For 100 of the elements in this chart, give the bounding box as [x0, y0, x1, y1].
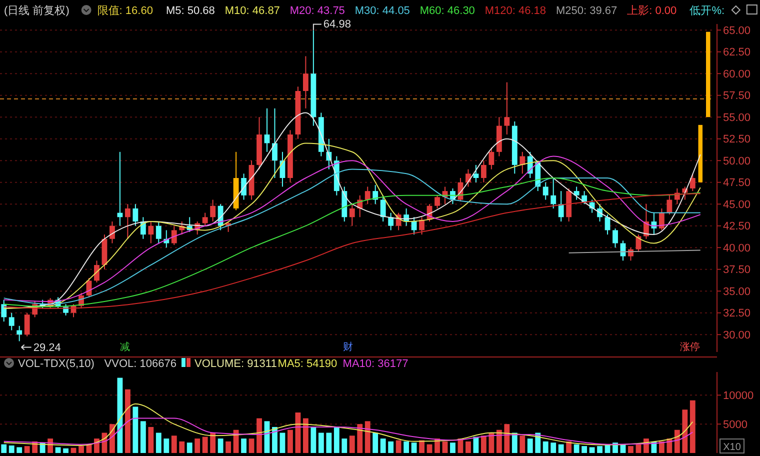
y-tick-label: 40.00 — [723, 242, 751, 254]
annotation: 减 — [120, 341, 130, 353]
bar — [302, 418, 308, 453]
bar — [117, 378, 123, 453]
y-tick-label: 35.00 — [723, 286, 751, 298]
chart-title: VOL-TDX(5,10) — [18, 358, 94, 370]
candlestick — [520, 151, 526, 174]
text: MA5: 54190 — [278, 358, 338, 370]
bar — [426, 444, 432, 453]
bar — [272, 426, 278, 453]
candlestick — [124, 204, 130, 240]
y-tick-label: 42.50 — [723, 220, 751, 233]
bar — [194, 438, 200, 453]
annotation: 29.24 — [33, 342, 61, 354]
y-tick-label: 55.00 — [723, 112, 751, 124]
y-tick-label: 5000 — [723, 418, 748, 431]
text: 限值: 16.60 — [97, 5, 153, 17]
bar — [411, 442, 417, 453]
bar — [589, 447, 595, 453]
bar — [496, 430, 502, 453]
y-tick-label: 50.00 — [723, 155, 751, 168]
bar — [636, 444, 642, 453]
candlestick — [473, 164, 479, 183]
bar — [628, 446, 634, 453]
text: MA10: 36177 — [342, 358, 408, 370]
candlestick — [24, 312, 30, 337]
bar — [357, 424, 363, 453]
bar — [310, 426, 316, 453]
bar — [318, 432, 324, 453]
candlestick — [148, 220, 154, 244]
bar — [179, 441, 185, 453]
bar — [558, 444, 564, 453]
bar — [233, 430, 239, 453]
text: M60: 46.30 — [420, 5, 475, 17]
bar — [404, 441, 410, 453]
chart-title: (日线 前复权) — [4, 4, 70, 17]
y-tick-label: 60.00 — [723, 68, 751, 80]
bar — [349, 436, 355, 453]
bar — [674, 430, 680, 453]
line-series — [3, 403, 694, 446]
candlestick — [171, 225, 177, 246]
candlestick — [8, 312, 14, 331]
bar — [124, 389, 130, 453]
candlestick — [504, 82, 510, 135]
bar — [164, 438, 170, 453]
y-tick-label: 45.00 — [723, 198, 751, 211]
candlestick — [411, 216, 417, 236]
candlestick — [658, 208, 664, 231]
bar — [1, 444, 7, 453]
bar — [148, 426, 154, 453]
text: M30: 44.05 — [354, 5, 410, 17]
candlestick — [612, 228, 618, 248]
bar — [210, 432, 216, 453]
candlestick — [16, 325, 22, 342]
bar — [574, 444, 580, 453]
candlestick — [434, 194, 440, 209]
y-tick-label: 52.50 — [723, 134, 751, 146]
bar — [658, 441, 664, 453]
text: M120: 46.18 — [484, 5, 546, 17]
bar — [388, 441, 394, 453]
candlestick — [349, 204, 355, 226]
bar — [156, 432, 162, 453]
bar — [202, 436, 208, 453]
bar — [682, 410, 688, 453]
bar — [527, 438, 533, 453]
bar — [226, 441, 232, 453]
line-series — [3, 418, 694, 445]
bar — [295, 412, 301, 453]
y-tick-label: 62.50 — [723, 46, 751, 59]
text: M20: 43.75 — [290, 5, 345, 17]
bar — [241, 438, 246, 453]
candlestick — [574, 186, 580, 200]
bar — [380, 438, 386, 453]
y-tick-label: 30.00 — [723, 329, 751, 342]
bar — [24, 446, 30, 453]
candlestick — [380, 194, 386, 222]
bar — [512, 432, 518, 453]
bar — [480, 436, 486, 453]
bar — [396, 440, 402, 453]
y-tick-label: 37.50 — [723, 264, 751, 276]
y-axis-title: X10 — [723, 442, 742, 453]
y-tick-label: 32.50 — [723, 308, 751, 320]
text: 上影: 0.00 — [627, 4, 677, 17]
y-tick-label: 65.00 — [723, 24, 751, 37]
bar — [326, 432, 332, 453]
bar — [466, 441, 471, 453]
bar — [248, 438, 254, 453]
y-tick-label: 10000 — [723, 390, 754, 402]
candlestick — [1, 299, 7, 322]
candlestick — [388, 212, 394, 231]
bar — [550, 442, 556, 453]
candlestick — [666, 194, 672, 216]
bar — [132, 406, 138, 453]
bar — [218, 438, 224, 453]
bar — [520, 436, 526, 453]
annotation: 财 — [343, 341, 353, 353]
bar — [256, 418, 262, 453]
bar — [597, 446, 602, 453]
text: M10: 46.87 — [224, 5, 280, 17]
candlestick — [132, 204, 138, 226]
